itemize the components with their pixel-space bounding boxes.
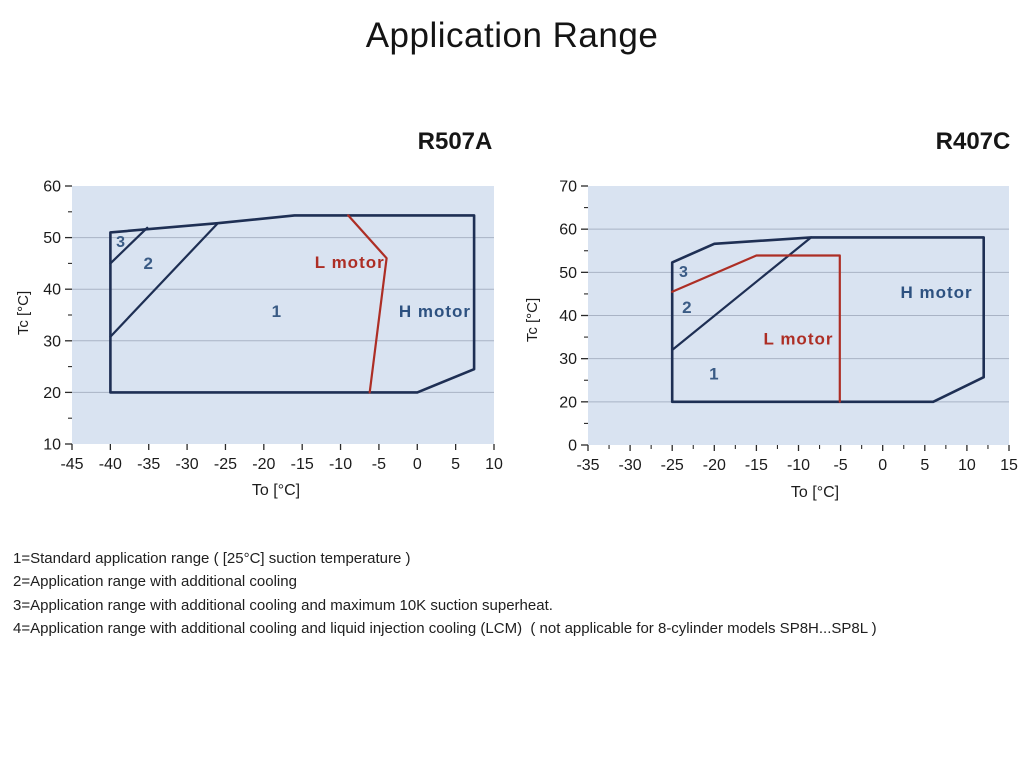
x-tick-label: -20 [703, 457, 726, 474]
x-tick-label: 5 [920, 457, 929, 474]
zone2-boundary [109, 222, 219, 338]
y-tick-label: 20 [43, 385, 61, 402]
zone-label-2: 2 [682, 298, 692, 317]
x-tick-label: -10 [787, 457, 810, 474]
x-tick-label: 15 [1000, 457, 1018, 474]
zone-label-1: 1 [272, 302, 282, 321]
l-motor-limit [671, 254, 841, 403]
legend-line-2: 2=Application range with additional cool… [13, 573, 297, 591]
x-tick-label: -5 [833, 457, 847, 474]
y-tick-label: 20 [559, 394, 577, 411]
zone-label-3: 3 [116, 234, 126, 251]
zone-label-l-motor: L motor [315, 253, 385, 272]
x-tick-label: -45 [60, 456, 83, 473]
x-tick-label: -5 [372, 456, 386, 473]
y-tick-label: 30 [43, 333, 61, 350]
chart-title-r407c: R407C [935, 128, 1011, 155]
x-tick-label: 0 [413, 456, 422, 473]
x-axis-title-right: To [°C] [790, 484, 840, 501]
x-tick-label: 0 [878, 457, 887, 474]
x-tick-label: -25 [214, 456, 237, 473]
y-tick-label: 10 [43, 437, 61, 454]
zone-label-1: 1 [709, 364, 719, 383]
legend-line-4: 4=Application range with additional cool… [13, 619, 877, 637]
operating-envelope [109, 214, 476, 394]
zone-label-l-motor: L motor [764, 330, 834, 349]
x-tick-label: -35 [576, 457, 599, 474]
legend-line-1: 1=Standard application range ( [25°C] su… [13, 550, 411, 567]
operating-envelope [670, 236, 985, 404]
legend: 1=Standard application range ( [25°C] su… [13, 547, 877, 640]
zone3-boundary [109, 226, 149, 265]
x-tick-label: -35 [137, 456, 160, 473]
y-tick-label: 40 [559, 308, 577, 325]
x-tick-label: -40 [99, 456, 122, 473]
x-tick-label: -15 [745, 457, 768, 474]
x-tick-label: -25 [661, 457, 684, 474]
y-tick-label: 60 [43, 179, 61, 196]
legend-line-3: 3=Application range with additional cool… [13, 596, 553, 614]
y-tick-label: 60 [559, 222, 577, 239]
x-tick-label: 5 [451, 456, 460, 473]
zone-label-h-motor: H motor [901, 283, 973, 302]
y-tick-label: 40 [43, 282, 61, 299]
x-tick-label: -30 [176, 456, 199, 473]
y-tick-label: 70 [559, 179, 577, 196]
y-tick-label: 50 [43, 230, 61, 247]
zone-label-h-motor: H motor [399, 302, 471, 321]
x-tick-label: -15 [291, 456, 314, 473]
x-tick-label: -10 [329, 456, 352, 473]
x-tick-label: 10 [958, 457, 976, 474]
y-axis-title-left: Tc [°C] [15, 290, 32, 336]
y-tick-label: 50 [559, 265, 577, 282]
x-axis-title-left: To [°C] [251, 482, 301, 499]
x-tick-label: -30 [619, 457, 642, 474]
zone-label-3: 3 [679, 264, 689, 281]
y-axis-title-right: Tc [°C] [524, 297, 541, 343]
x-tick-label: 10 [485, 456, 503, 473]
x-tick-label: -20 [252, 456, 275, 473]
y-tick-label: 0 [568, 438, 577, 455]
chart-title-r507a: R507A [417, 128, 493, 155]
page-title: Application Range [365, 16, 659, 55]
zone-label-2: 2 [143, 254, 153, 273]
l-motor-limit [347, 214, 388, 394]
y-tick-label: 30 [559, 351, 577, 368]
